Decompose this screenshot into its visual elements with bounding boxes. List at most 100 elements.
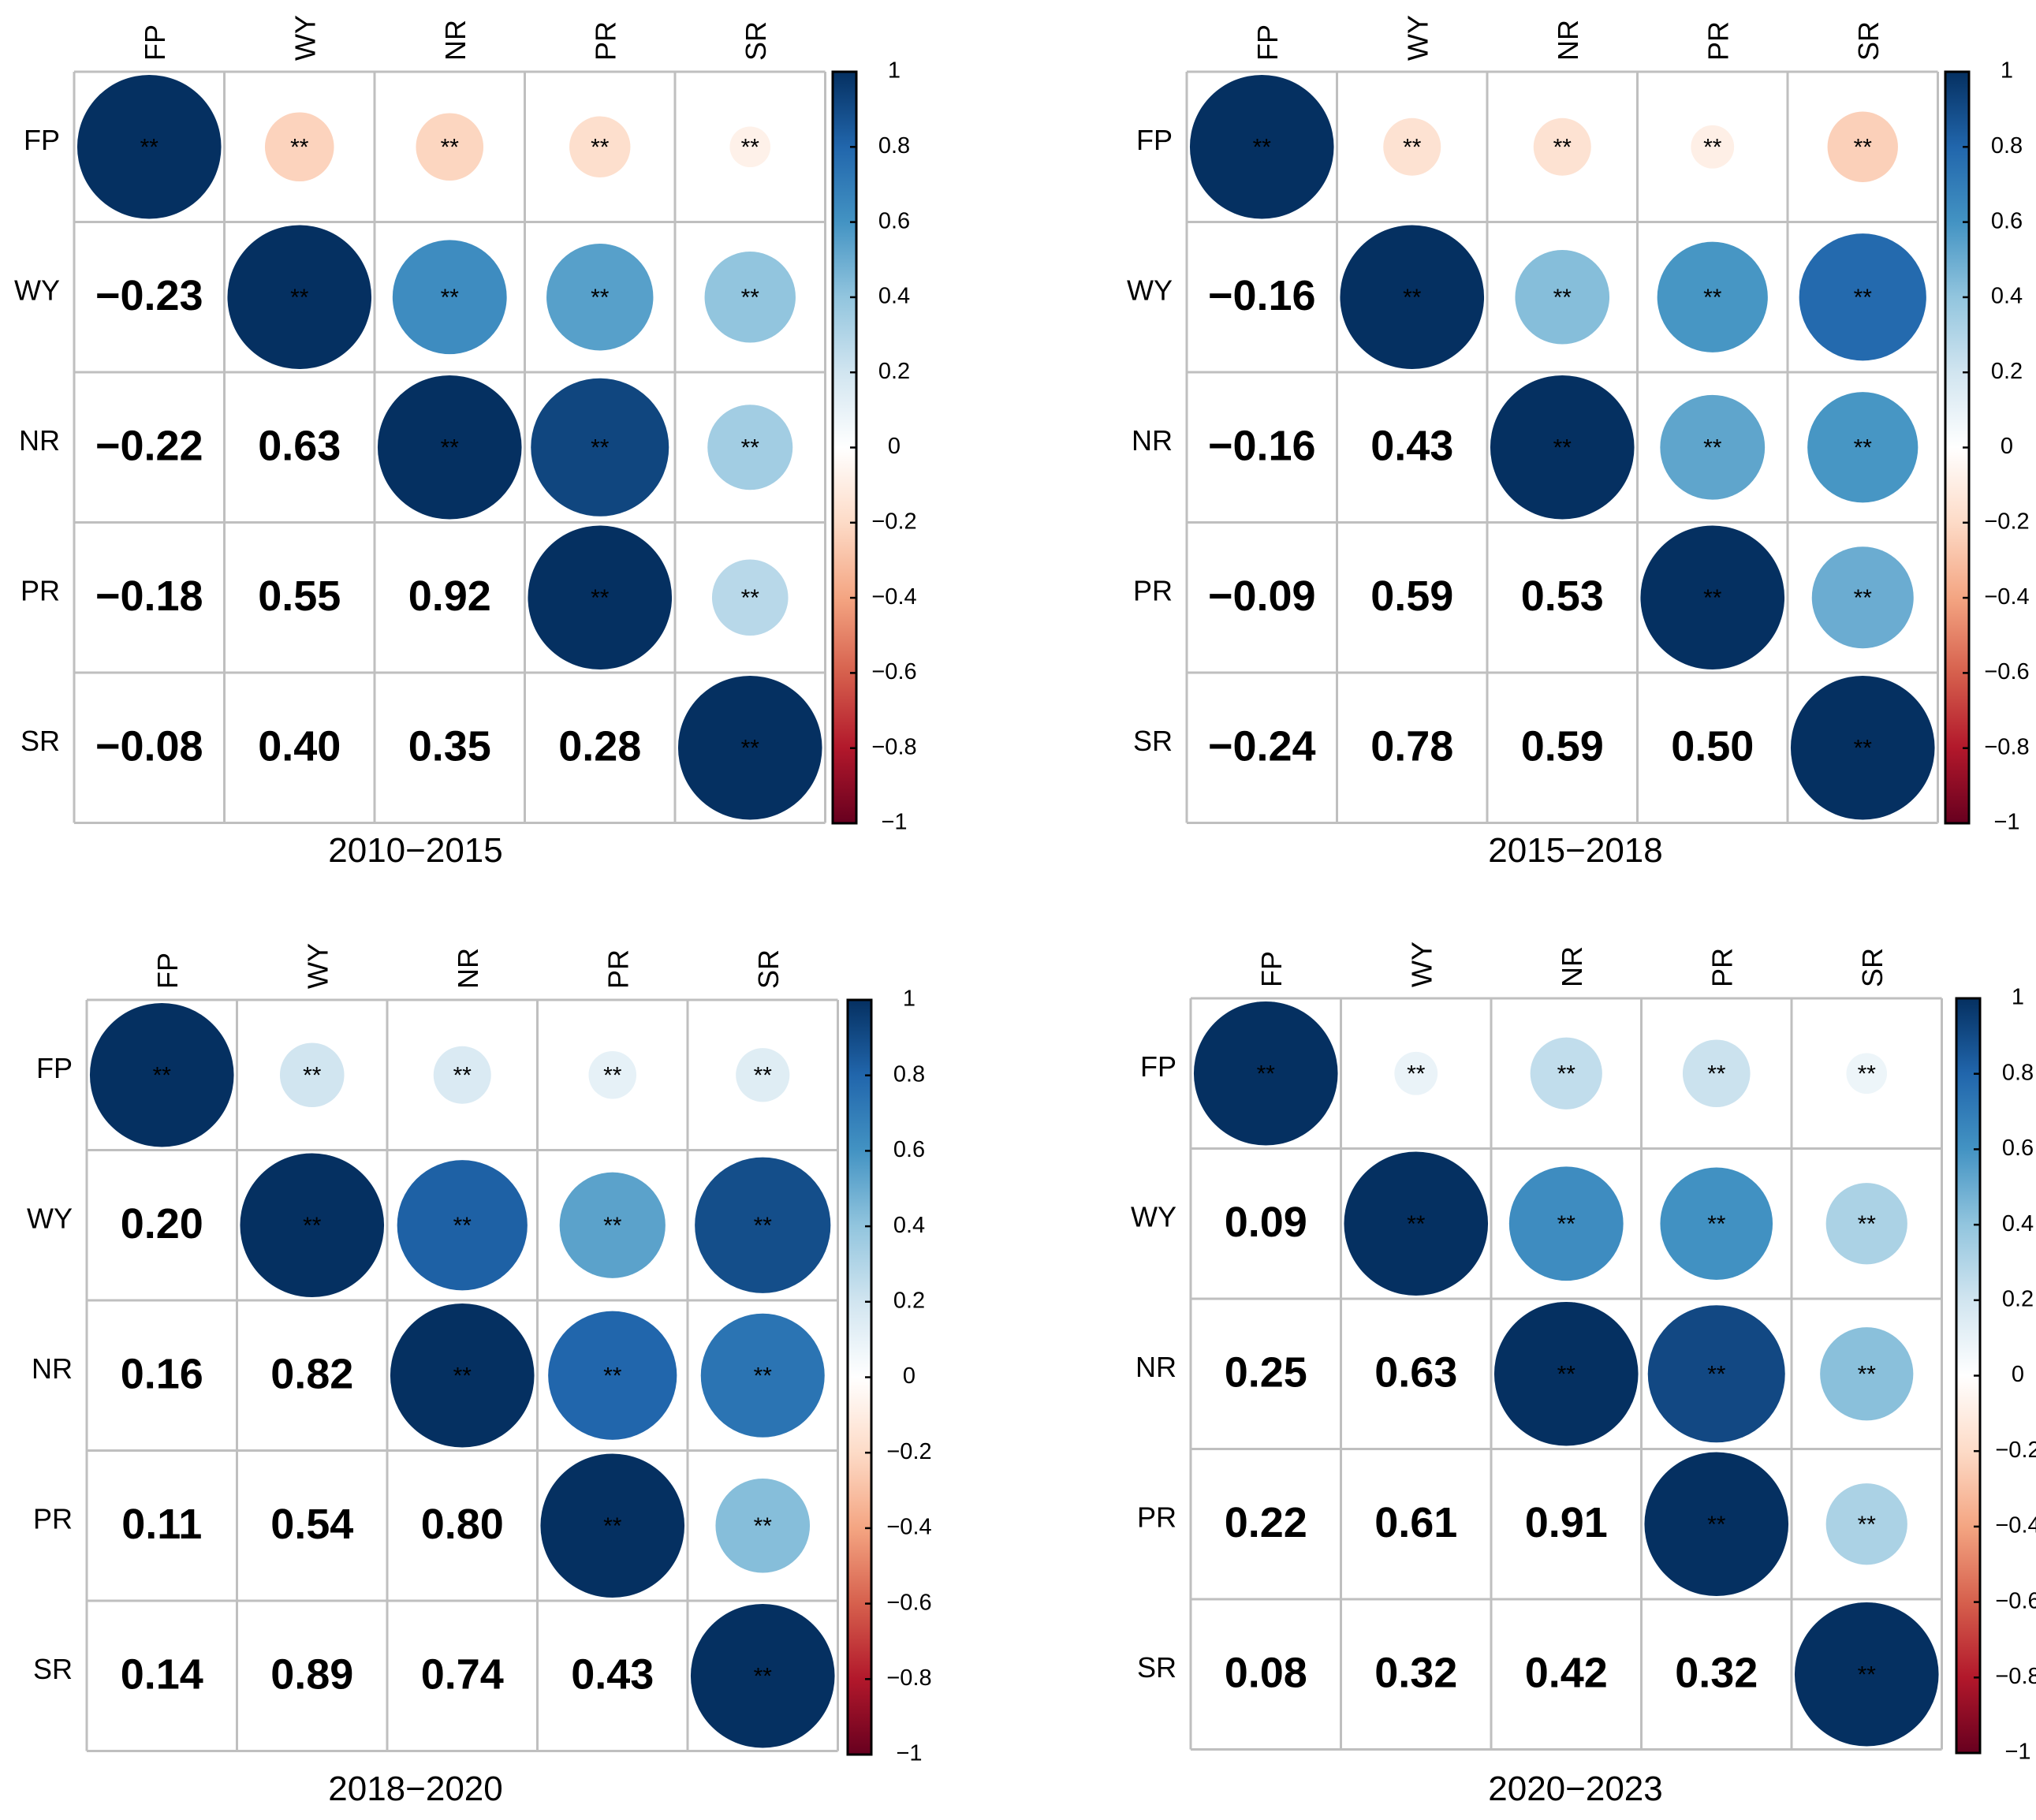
colorbar-tick-label: −1 — [2004, 1740, 2030, 1765]
significance-marker: ** — [741, 585, 760, 611]
row-label-fp: FP — [36, 1052, 73, 1084]
correlation-value: −0.08 — [95, 723, 203, 770]
significance-marker: ** — [1858, 1211, 1877, 1237]
colorbar-tick-label: −0.6 — [1984, 659, 2029, 684]
colorbar-tick-label: −0.4 — [886, 1515, 931, 1540]
correlation-circle — [1807, 392, 1919, 503]
significance-marker: ** — [1553, 134, 1572, 160]
significance-marker: ** — [1854, 434, 1873, 461]
colorbar-tick-label: 0.6 — [2002, 1136, 2034, 1161]
significance-marker: ** — [453, 1213, 472, 1239]
correlation-circle — [1490, 375, 1635, 520]
correlation-value: 0.32 — [1374, 1650, 1457, 1697]
correlation-value: 0.59 — [1521, 723, 1604, 770]
correlation-value: 0.35 — [408, 723, 491, 770]
significance-marker: ** — [1858, 1061, 1877, 1087]
correlation-circle — [279, 1042, 345, 1108]
correlation-circle — [1530, 1037, 1602, 1110]
column-label-nr: NR — [1552, 20, 1584, 61]
correlation-circle — [540, 1453, 685, 1598]
colorbar-tick-label: 0.2 — [878, 359, 910, 384]
row-label-nr: NR — [32, 1352, 73, 1385]
correlation-circle — [707, 405, 793, 490]
correlation-circle — [1825, 1483, 1907, 1565]
significance-marker: ** — [1253, 134, 1272, 160]
correlation-circle — [531, 378, 669, 517]
correlation-value: 0.80 — [421, 1501, 504, 1548]
correlation-value: −0.18 — [95, 572, 203, 620]
significance-marker: ** — [303, 1213, 322, 1239]
significance-marker: ** — [1553, 285, 1572, 311]
column-label-nr: NR — [452, 948, 484, 989]
row-label-sr: SR — [1137, 1651, 1176, 1684]
colorbar-tick-label: 0.4 — [893, 1213, 925, 1238]
column-label-pr: PR — [1702, 21, 1734, 61]
correlation-value: 0.16 — [121, 1351, 203, 1398]
colorbar-tick-label: 1 — [903, 986, 915, 1012]
correlation-value: 0.09 — [1225, 1199, 1307, 1246]
significance-marker: ** — [290, 285, 309, 311]
column-label-pr: PR — [589, 21, 621, 61]
significance-marker: ** — [591, 285, 610, 311]
colorbar-tick-label: −0.2 — [1984, 509, 2029, 534]
significance-marker: ** — [754, 1062, 773, 1088]
column-label-nr: NR — [439, 20, 472, 61]
row-label-nr: NR — [1132, 424, 1173, 457]
correlation-value: 0.43 — [571, 1651, 654, 1699]
significance-marker: ** — [441, 134, 460, 160]
column-label-sr: SR — [1856, 948, 1889, 987]
colorbar-tick-label: 0.8 — [878, 133, 910, 159]
row-label-pr: PR — [33, 1502, 73, 1535]
significance-marker: ** — [1553, 434, 1572, 461]
significance-marker: ** — [754, 1663, 773, 1689]
significance-marker: ** — [1854, 585, 1873, 611]
correlation-value: 0.59 — [1370, 572, 1453, 620]
correlation-circle — [1790, 675, 1935, 820]
significance-marker: ** — [1707, 1512, 1726, 1538]
colorbar-tick-label: −1 — [896, 1741, 922, 1766]
row-label-wy: WY — [14, 274, 60, 306]
correlation-circle — [1533, 117, 1591, 176]
significance-marker: ** — [1707, 1211, 1726, 1237]
colorbar-tick-label: 1 — [2001, 58, 2013, 84]
correlation-circle — [1515, 249, 1610, 345]
significance-marker: ** — [1257, 1061, 1276, 1087]
correlation-value: 0.50 — [1671, 723, 1754, 770]
significance-marker: ** — [603, 1062, 622, 1088]
correlation-circle — [690, 1603, 835, 1748]
colorbar-tick-label: −1 — [881, 810, 907, 835]
correlation-value: 0.61 — [1374, 1499, 1457, 1546]
correlation-circle — [1660, 394, 1766, 500]
colorbar-tick-label: 0.8 — [893, 1061, 925, 1087]
correlation-circle — [1644, 1452, 1789, 1597]
column-label-wy: WY — [301, 943, 334, 989]
significance-marker: ** — [754, 1213, 773, 1239]
correlation-circle — [1189, 74, 1334, 219]
correlation-circle — [729, 126, 771, 168]
correlation-value: −0.24 — [1208, 723, 1316, 770]
row-label-wy: WY — [27, 1202, 73, 1234]
row-label-wy: WY — [1131, 1200, 1176, 1233]
correlation-circle — [546, 244, 654, 351]
significance-marker: ** — [453, 1363, 472, 1389]
column-label-wy: WY — [1405, 942, 1438, 987]
significance-marker: ** — [741, 735, 760, 761]
correlation-value: 0.55 — [258, 572, 341, 620]
panel-title: 2020−2023 — [1488, 1770, 1662, 1808]
row-label-fp: FP — [1140, 1050, 1176, 1083]
correlation-value: 0.42 — [1525, 1650, 1608, 1697]
significance-marker: ** — [603, 1363, 622, 1389]
colorbar-tick-label: 0 — [888, 434, 901, 459]
significance-marker: ** — [441, 434, 460, 461]
correlation-panel-1: FP WY NR PR SR FP WY NR PR SR ** ** ** ** ** −0.23 ** ** *… — [14, 15, 917, 870]
correlation-value: 0.63 — [1374, 1349, 1457, 1397]
colorbar-tick-label: −0.4 — [1984, 584, 2029, 610]
correlation-circle — [1647, 1305, 1785, 1443]
correlation-circle — [736, 1048, 790, 1102]
significance-marker: ** — [1858, 1661, 1877, 1688]
correlation-value: 0.43 — [1370, 423, 1453, 470]
correlation-circle — [76, 74, 222, 219]
correlation-value: 0.28 — [558, 723, 641, 770]
